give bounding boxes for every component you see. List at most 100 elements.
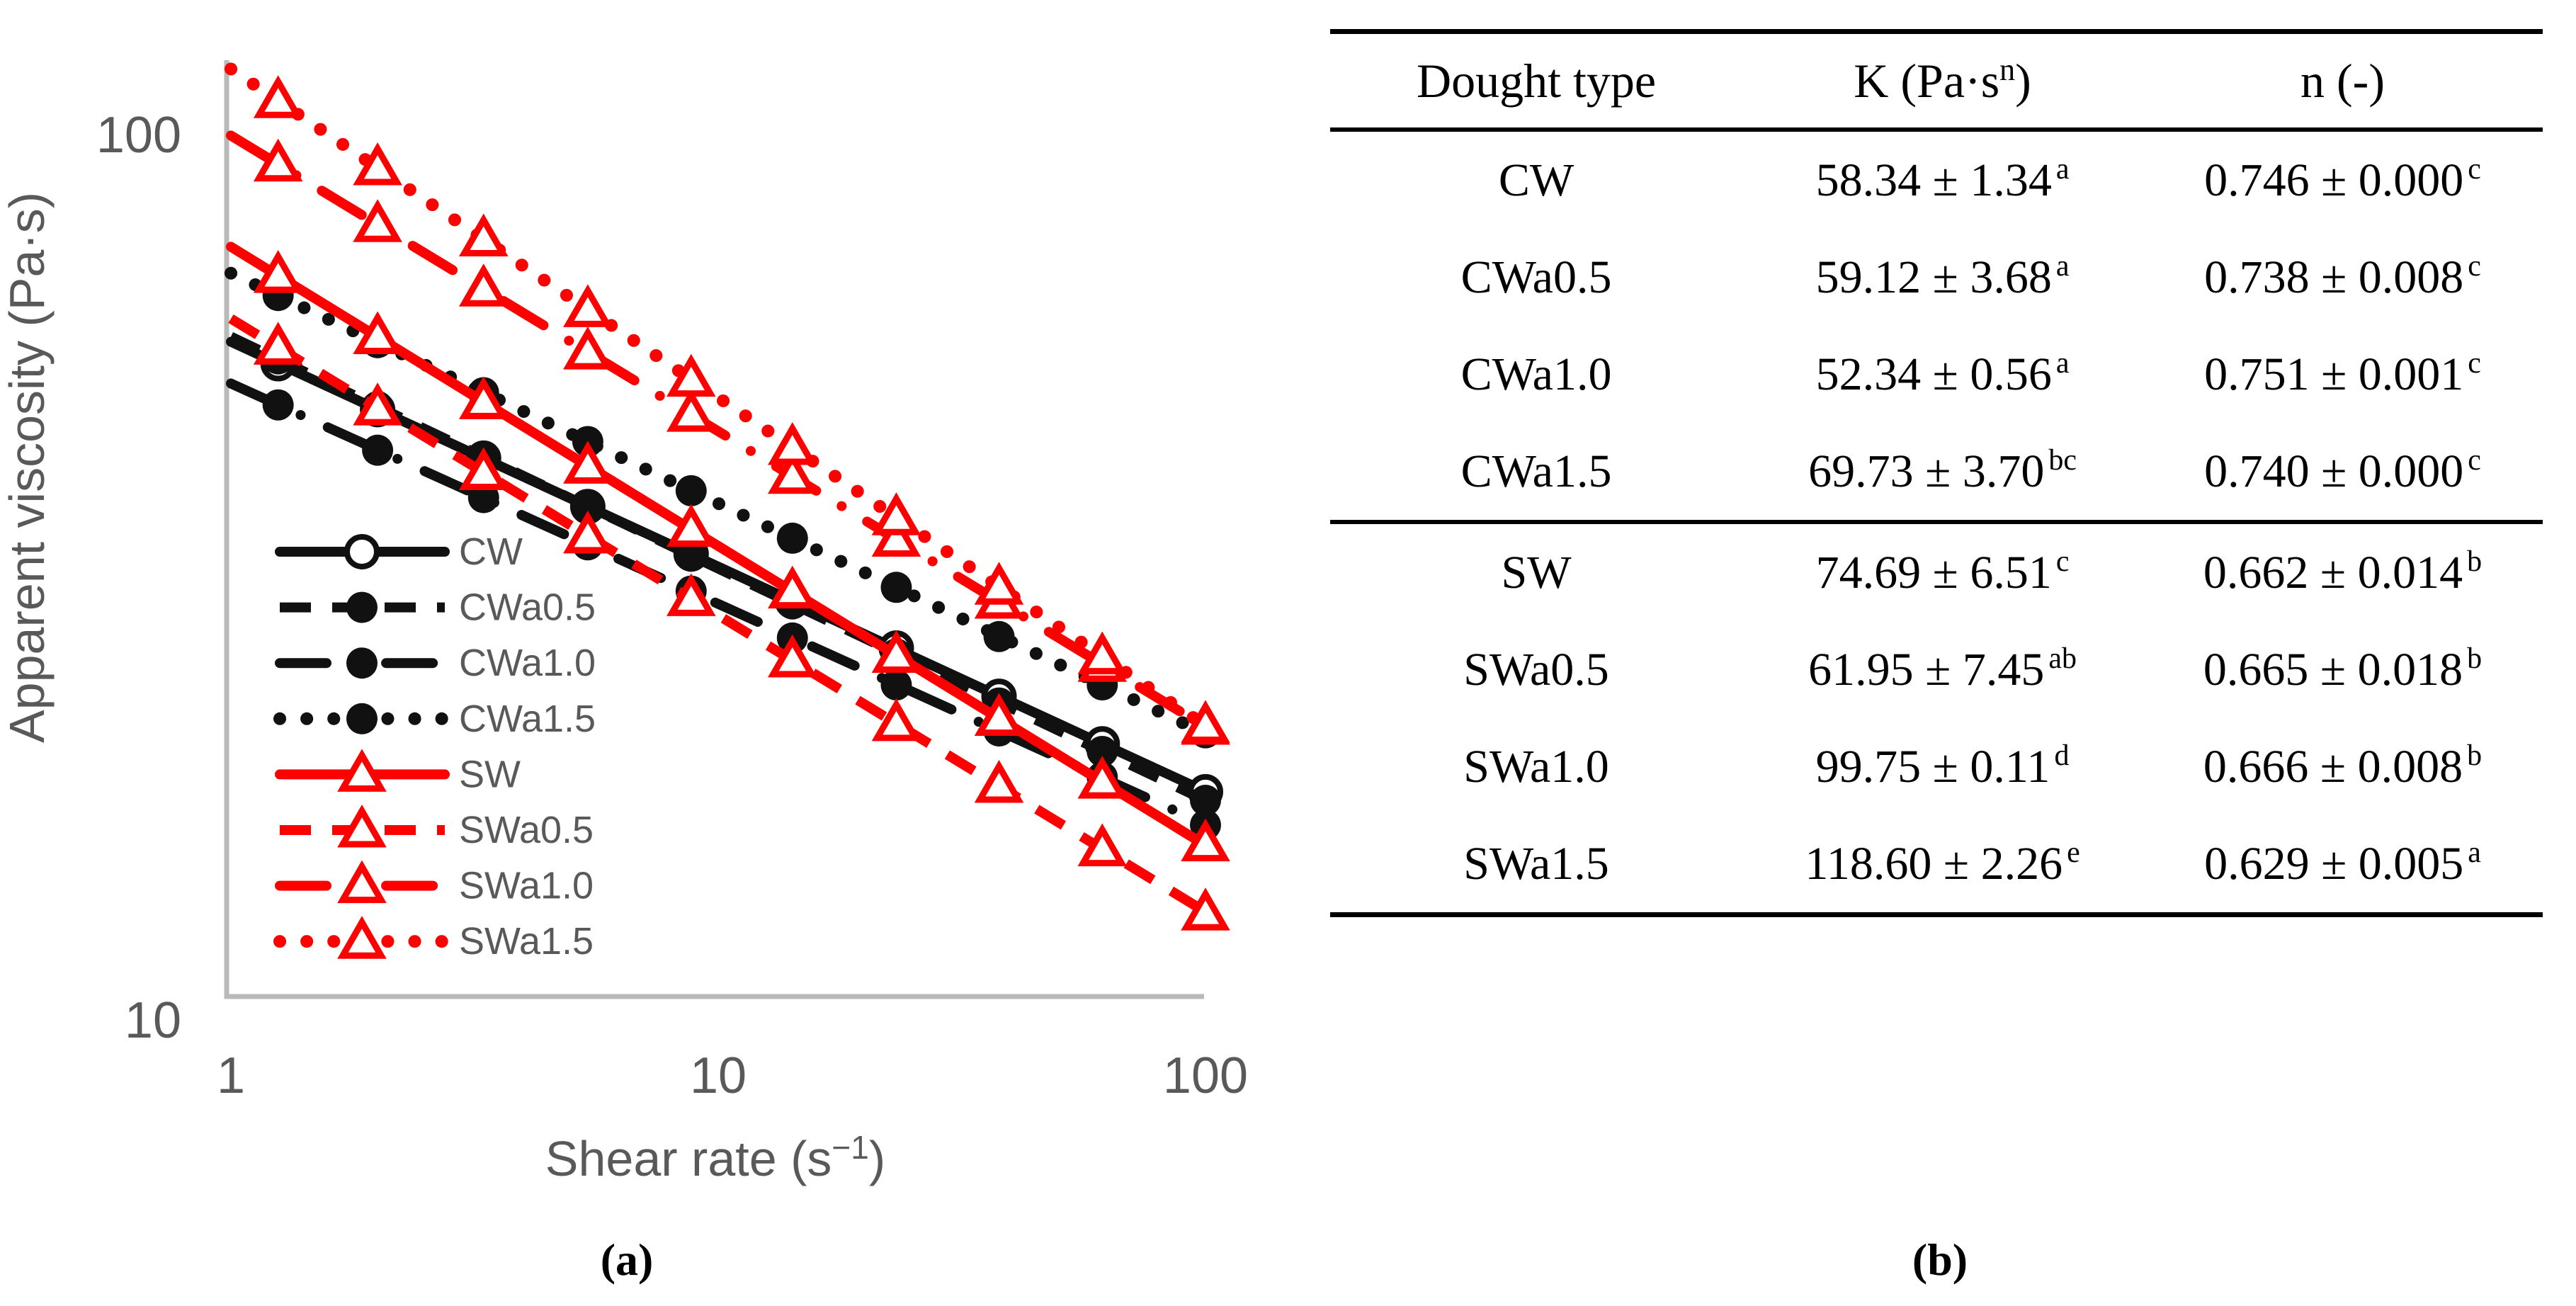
cell-dough-type: SW [1501, 546, 1572, 598]
series-line [225, 266, 1212, 740]
marker-triangle-open [253, 75, 303, 118]
series-SWa1.5 [225, 62, 1230, 743]
cell-k-value: 61.95 ± 7.45 ab [1808, 642, 2077, 695]
table-group-sw: SW 74.69 ± 6.51 c 0.662 ± 0.014 b SWa0.5 61.95… [1330, 524, 2543, 912]
cell-dough-type: CWa1.0 [1460, 348, 1612, 400]
table-bottom-rule [1330, 912, 2543, 917]
marker-triangle-open [353, 142, 402, 186]
table-mid-rule [1330, 520, 2543, 524]
marker-circle-filled [880, 572, 912, 603]
legend-item-CWa0.5: CWa0.5 [280, 586, 596, 629]
marker-triangle-open [353, 311, 402, 355]
table-group-cw: CW 58.34 ± 1.34 a 0.746 ± 0.000 c CWa0.5 59.12… [1330, 132, 2543, 520]
table-row-CWa1.0: CWa1.0 52.34 ± 0.56 a 0.751 ± 0.001 c [1330, 326, 2543, 423]
x-tick-1: 1 [217, 1047, 245, 1104]
marker-triangle-open [337, 860, 387, 904]
legend-item-SWa1.5: SWa1.5 [273, 916, 594, 963]
x-tick-100: 100 [1163, 1047, 1248, 1104]
legend-item-CW: CW [275, 530, 523, 573]
cell-k-value: 59.12 ± 3.68 a [1815, 249, 2070, 303]
marker-triangle-open [871, 698, 921, 742]
legend-label: SW [459, 753, 521, 795]
marker-triangle-open [253, 250, 303, 293]
marker-triangle-open [666, 573, 716, 616]
legend-item-CWa1.5: CWa1.5 [273, 698, 596, 740]
legend-item-SW: SW [275, 749, 521, 795]
marker-triangle-open [1181, 818, 1230, 862]
marker-triangle-open [871, 630, 921, 673]
viscosity-shear-rate-chart: 100 10 1 10 100 Apparent viscosity (Pa·s) Shea… [0, 60, 1248, 1186]
header-dough-type: Dought type [1417, 53, 1657, 108]
marker-triangle-open [1077, 631, 1128, 675]
cell-n-value: 0.746 ± 0.000 c [2204, 152, 2481, 206]
marker-triangle-open [563, 441, 613, 484]
marker-triangle-open [353, 199, 402, 242]
legend: CW CWa0.5 CWa1.0 CWa1.5 SW SWa0.5 SWa1.0 SWa1.5 [273, 530, 596, 963]
marker-circle-open [344, 534, 380, 569]
marker-triangle-open [1181, 700, 1230, 743]
marker-triangle-open [767, 634, 817, 678]
header-n: n (-) [2300, 53, 2385, 108]
cell-dough-type: SWa0.5 [1463, 643, 1609, 695]
marker-triangle-open [563, 510, 613, 554]
marker-circle-filled [346, 591, 378, 623]
y-tick-100: 100 [96, 107, 181, 164]
plot-frame [224, 60, 1204, 999]
series-line [225, 62, 1212, 732]
cell-k-value: 99.75 ± 0.11 d [1815, 739, 2070, 793]
marker-circle-filled [362, 434, 394, 466]
marker-triangle-open [337, 916, 387, 959]
marker-circle-filled [675, 475, 707, 506]
cell-n-value: 0.629 ± 0.005 a [2204, 836, 2481, 890]
legend-item-SWa0.5: SWa0.5 [280, 804, 594, 851]
cell-k-value: 52.34 ± 0.56 a [1815, 346, 2070, 400]
cell-n-value: 0.666 ± 0.008 b [2203, 739, 2483, 793]
marker-triangle-open [974, 693, 1024, 736]
marker-triangle-open [1077, 756, 1128, 799]
series-SWa0.5 [228, 314, 1230, 931]
cell-n-value: 0.751 ± 0.001 c [2204, 346, 2481, 400]
marker-triangle-open [563, 326, 613, 370]
cell-n-value: 0.738 ± 0.008 c [2204, 249, 2481, 303]
marker-triangle-open [253, 322, 303, 365]
marker-triangle-open [974, 562, 1024, 605]
legend-item-SWa1.0: SWa1.0 [275, 860, 594, 907]
legend-label: SWa1.0 [459, 865, 594, 907]
marker-circle-filled [1086, 736, 1118, 768]
table-row-SWa0.5: SWa0.5 61.95 ± 7.45 ab 0.665 ± 0.018 b [1330, 621, 2543, 718]
cell-k-value: 74.69 ± 6.51 c [1815, 545, 2070, 598]
table-row-SWa1.5: SWa1.5 118.60 ± 2.26 e 0.629 ± 0.005 a [1330, 815, 2543, 912]
cell-dough-type: SWa1.0 [1463, 740, 1609, 793]
table-top-rule [1330, 29, 2543, 34]
table-row-SWa1.0: SWa1.0 99.75 ± 0.11 d 0.666 ± 0.008 b [1330, 718, 2543, 815]
cell-dough-type: CWa0.5 [1460, 251, 1612, 303]
series-line [226, 130, 1210, 732]
y-axis-title: Apparent viscosity (Pa·s) [0, 192, 55, 743]
marker-circle-filled [983, 620, 1015, 652]
marker-circle-filled [776, 522, 808, 554]
cell-dough-type: CWa1.5 [1460, 445, 1612, 497]
marker-circle-filled [675, 540, 707, 572]
power-law-parameters-table: Dought type K (Pa·sn) n (-) CW 58.34 ± 1.… [1330, 29, 2543, 917]
cell-n-value: 0.662 ± 0.014 b [2203, 545, 2483, 598]
marker-circle-filled [262, 389, 294, 421]
cell-k-value: 58.34 ± 1.34 a [1815, 152, 2070, 206]
table-header-row: Dought type K (Pa·sn) n (-) [1330, 34, 2543, 127]
cell-k-value: 118.60 ± 2.26 e [1805, 836, 2080, 890]
marker-triangle-open [767, 450, 817, 494]
marker-triangle-open [666, 389, 716, 432]
series-SW [226, 242, 1230, 862]
marker-triangle-open [353, 382, 402, 426]
header-k: K (Pa·sn) [1854, 52, 2031, 108]
x-tick-10: 10 [690, 1047, 747, 1104]
marker-circle-filled [880, 669, 912, 701]
marker-triangle-open [458, 447, 509, 490]
marker-triangle-open [666, 504, 716, 547]
marker-triangle-open [767, 565, 817, 609]
x-axis-title: Shear rate (s−1) [545, 1129, 885, 1186]
marker-triangle-open [563, 284, 613, 327]
y-tick-10: 10 [125, 992, 181, 1049]
marker-circle-filled [346, 647, 378, 679]
cell-n-value: 0.740 ± 0.000 c [2204, 443, 2481, 497]
